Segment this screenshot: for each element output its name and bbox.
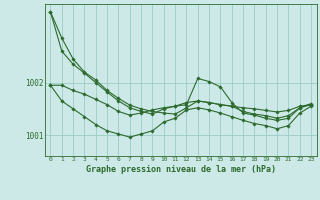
X-axis label: Graphe pression niveau de la mer (hPa): Graphe pression niveau de la mer (hPa)	[86, 165, 276, 174]
